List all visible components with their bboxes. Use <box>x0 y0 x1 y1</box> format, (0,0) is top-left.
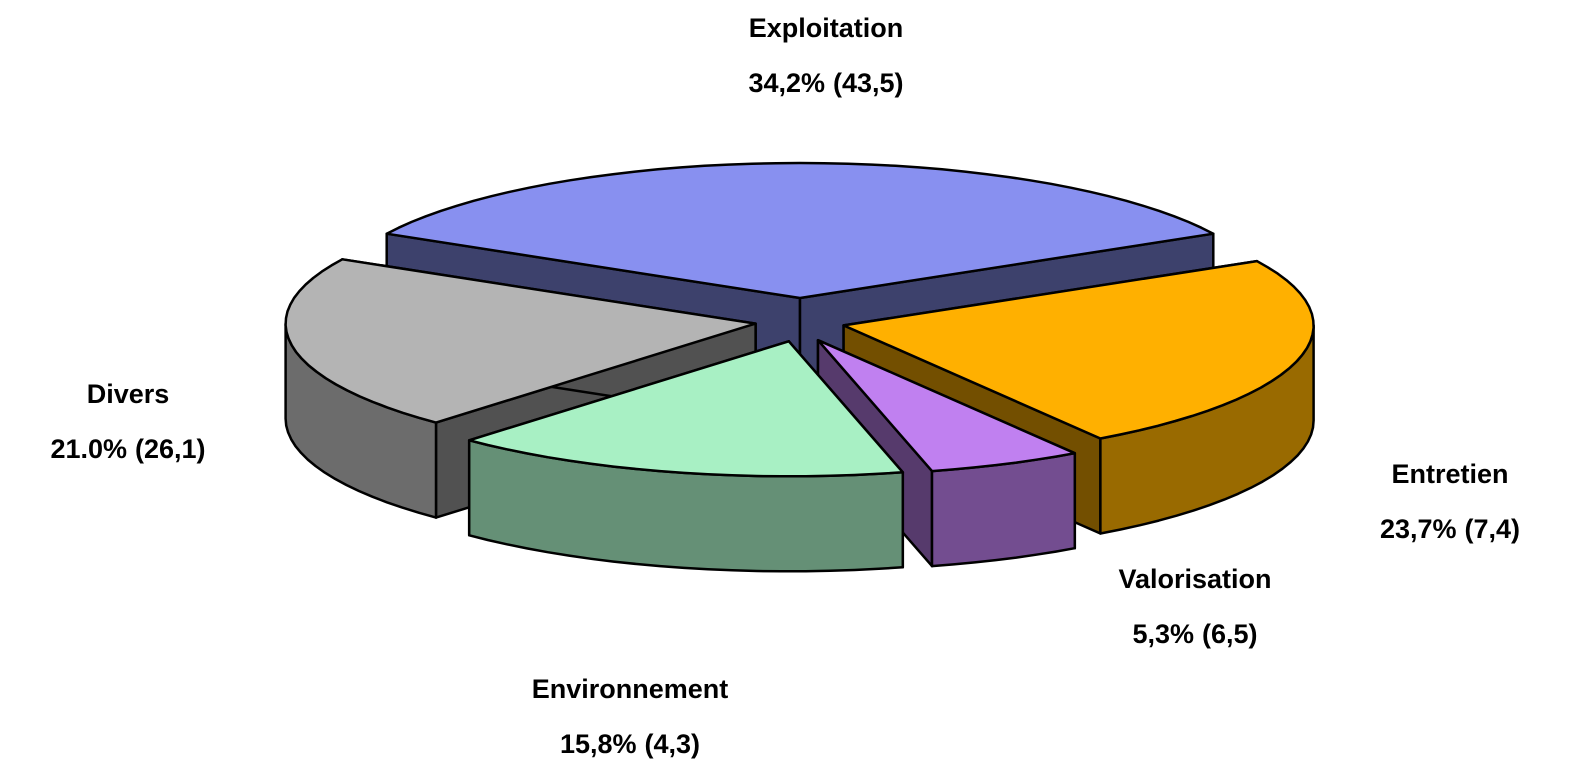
value-label: 5,3% <box>1132 619 1194 649</box>
slice-value: 34,2% (43,5) <box>748 68 903 98</box>
amount-label: (43,5) <box>833 68 904 98</box>
amount-label: (7,4) <box>1465 514 1521 544</box>
pie <box>284 161 1315 573</box>
slice-value: 23,7% (7,4) <box>1380 514 1520 544</box>
value-label: 34,2% <box>748 68 825 98</box>
labels: Exploitation 34,2% (43,5) Entretien 23,7% (7,… <box>50 13 1520 759</box>
slice <box>284 258 757 424</box>
slice <box>816 338 1077 473</box>
slice <box>467 340 905 478</box>
slice-label: Divers <box>87 379 170 409</box>
slice-label: Environnement <box>532 674 729 704</box>
slice <box>842 259 1315 440</box>
value-label: 23,7% <box>1380 514 1457 544</box>
amount-label: (6,5) <box>1202 619 1258 649</box>
slice-label: Entretien <box>1391 459 1508 489</box>
amount-label: (4,3) <box>645 729 701 759</box>
slice-label: Exploitation <box>749 13 904 43</box>
slice <box>385 161 1215 300</box>
slice-value: 21.0% (26,1) <box>50 434 205 464</box>
slice-label: Valorisation <box>1118 564 1271 594</box>
value-label: 15,8% <box>560 729 637 759</box>
slice-value: 15,8% (4,3) <box>560 729 700 759</box>
value-label: 21.0% <box>50 434 127 464</box>
slice-value: 5,3% (6,5) <box>1132 619 1257 649</box>
amount-label: (26,1) <box>135 434 206 464</box>
